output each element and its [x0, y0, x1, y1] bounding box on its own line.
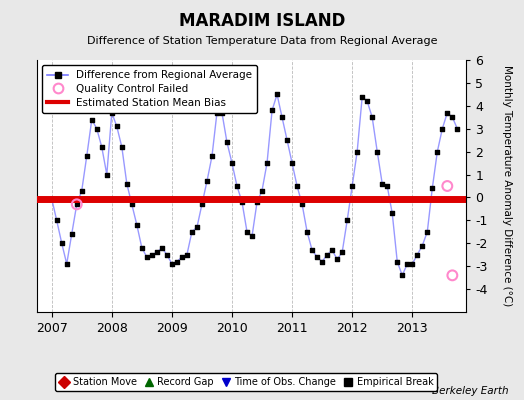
Point [388, 210, 397, 217]
Point [83, 153, 91, 160]
Point [72, 201, 81, 208]
Point [333, 256, 341, 262]
Point [133, 222, 141, 228]
Point [428, 185, 436, 192]
Point [188, 229, 196, 235]
Point [273, 91, 281, 98]
Legend: Station Move, Record Gap, Time of Obs. Change, Empirical Break: Station Move, Record Gap, Time of Obs. C… [56, 373, 437, 391]
Point [118, 144, 126, 150]
Point [278, 114, 286, 120]
Point [52, 217, 61, 224]
Point [408, 261, 417, 267]
Point [323, 252, 331, 258]
Point [113, 123, 121, 130]
Point [318, 258, 326, 265]
Point [443, 110, 452, 116]
Point [448, 114, 456, 120]
Point [178, 254, 186, 260]
Point [88, 116, 96, 123]
Point [338, 249, 346, 256]
Point [107, 110, 116, 116]
Point [128, 201, 136, 208]
Point [298, 201, 307, 208]
Point [97, 144, 106, 150]
Text: Difference of Station Temperature Data from Regional Average: Difference of Station Temperature Data f… [87, 36, 437, 46]
Point [253, 199, 261, 205]
Point [453, 126, 462, 132]
Point [203, 178, 211, 185]
Point [143, 254, 151, 260]
Point [288, 160, 296, 166]
Point [393, 258, 401, 265]
Y-axis label: Monthly Temperature Anomaly Difference (°C): Monthly Temperature Anomaly Difference (… [501, 65, 511, 307]
Point [368, 114, 376, 120]
Point [348, 183, 356, 189]
Text: MARADIM ISLAND: MARADIM ISLAND [179, 12, 345, 30]
Point [152, 249, 161, 256]
Point [78, 187, 86, 194]
Point [138, 245, 146, 251]
Point [68, 231, 76, 237]
Point [218, 110, 226, 116]
Point [148, 252, 156, 258]
Point [238, 199, 246, 205]
Text: Berkeley Earth: Berkeley Earth [432, 386, 508, 396]
Point [258, 187, 266, 194]
Point [413, 252, 421, 258]
Point [433, 148, 442, 155]
Point [418, 242, 427, 249]
Point [158, 245, 166, 251]
Point [448, 272, 456, 278]
Legend: Difference from Regional Average, Quality Control Failed, Estimated Station Mean: Difference from Regional Average, Qualit… [42, 65, 257, 113]
Point [358, 94, 366, 100]
Point [168, 261, 176, 267]
Point [403, 261, 411, 267]
Point [353, 148, 362, 155]
Point [423, 229, 431, 235]
Point [163, 252, 171, 258]
Point [263, 160, 271, 166]
Point [208, 153, 216, 160]
Point [183, 252, 191, 258]
Point [363, 98, 372, 104]
Point [343, 217, 352, 224]
Point [373, 148, 381, 155]
Point [328, 247, 336, 253]
Point [268, 107, 276, 114]
Point [378, 180, 386, 187]
Point [303, 229, 311, 235]
Point [443, 183, 452, 189]
Point [248, 233, 256, 240]
Point [308, 247, 316, 253]
Point [193, 224, 201, 230]
Point [383, 183, 391, 189]
Point [93, 126, 101, 132]
Point [72, 201, 81, 208]
Point [293, 183, 301, 189]
Point [123, 180, 131, 187]
Point [223, 139, 231, 146]
Point [313, 254, 321, 260]
Point [62, 261, 71, 267]
Point [283, 137, 291, 143]
Point [438, 126, 446, 132]
Point [173, 258, 181, 265]
Point [398, 272, 407, 278]
Point [228, 160, 236, 166]
Point [233, 183, 241, 189]
Point [213, 110, 221, 116]
Point [58, 240, 66, 246]
Point [243, 229, 251, 235]
Point [48, 195, 56, 202]
Point [103, 171, 111, 178]
Point [198, 201, 206, 208]
